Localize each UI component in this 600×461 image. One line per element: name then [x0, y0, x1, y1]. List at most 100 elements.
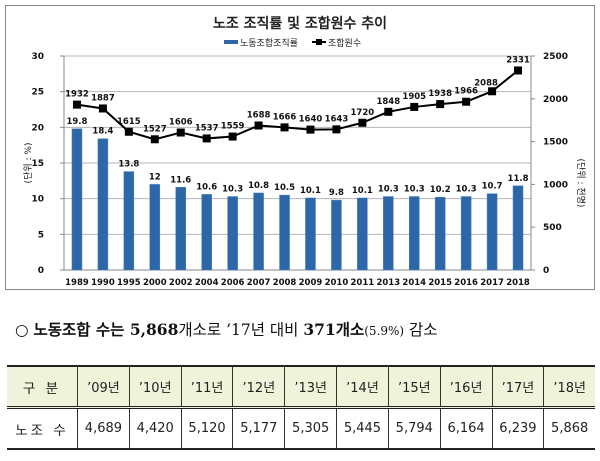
x-tick-label: 2010 — [325, 278, 349, 288]
x-tick-label: 1989 — [65, 278, 89, 288]
line-data-label: 1905 — [402, 92, 426, 102]
bar — [434, 196, 446, 271]
x-tick-label: 2009 — [299, 278, 323, 288]
line-marker — [384, 107, 393, 116]
bar — [97, 138, 109, 271]
table-cell: 6,164 — [439, 407, 492, 450]
x-tick-label: 2004 — [195, 278, 219, 288]
bar-data-label: 10.3 — [378, 185, 399, 195]
bar-data-label: 10.2 — [430, 185, 451, 195]
header-year: ’17년 — [491, 365, 544, 409]
line-marker — [150, 135, 159, 144]
bar — [409, 196, 420, 271]
x-tick-label: 2014 — [402, 278, 426, 288]
table-cell: 5,868 — [543, 407, 595, 450]
header-year: ’16년 — [439, 365, 492, 409]
bar — [123, 171, 135, 271]
x-tick-label: 2006 — [221, 278, 245, 288]
table-row: 노조 수 4,689 4,420 5,120 5,177 5,305 5,445… — [7, 407, 595, 450]
table-cell: 5,305 — [284, 407, 337, 450]
bar-data-label: 10.5 — [274, 183, 295, 193]
line-series — [76, 69, 519, 141]
header-label: 구 분 — [7, 365, 78, 409]
bar — [253, 192, 264, 271]
bar — [71, 128, 83, 271]
bar-data-label: 13.8 — [118, 160, 139, 170]
line-marker — [306, 125, 315, 134]
bar-data-label: 11.6 — [170, 175, 191, 185]
bar — [383, 196, 394, 271]
line-marker — [280, 123, 289, 132]
bar — [357, 197, 368, 271]
bar-data-label: 10.1 — [300, 186, 321, 196]
table-cell: 5,177 — [232, 407, 285, 450]
line-data-label: 2088 — [474, 78, 498, 88]
y-right-tick-label: 1000 — [543, 180, 568, 190]
bullet-icon: ○ — [15, 321, 29, 339]
legend-marker-icon — [316, 39, 322, 45]
bar — [331, 199, 342, 271]
bar-data-label: 9.8 — [329, 188, 344, 198]
line-data-label: 1640 — [299, 115, 323, 125]
header-year: ’15년 — [387, 365, 441, 409]
summary-count: 5,868 — [129, 320, 179, 339]
bar — [305, 197, 316, 271]
header-year: ’13년 — [284, 365, 337, 409]
line-data-label: 1938 — [428, 89, 452, 99]
line-data-label: 1606 — [169, 118, 193, 128]
y-right-tick-label: 0 — [543, 266, 549, 276]
x-tick-label: 2015 — [428, 278, 452, 288]
summary-pct: (5.9%) — [364, 324, 405, 338]
bar-data-label: 11.8 — [508, 174, 529, 184]
y-right-tick-label: 2000 — [543, 95, 568, 105]
bar-data-label: 10.3 — [456, 185, 477, 195]
x-tick-label: 2002 — [169, 278, 193, 288]
line-marker — [72, 100, 81, 109]
y-axis-right-label: (단위 : 천명) — [575, 159, 586, 208]
line-marker — [462, 97, 471, 106]
y-tick-label: 10 — [31, 195, 44, 205]
line-data-label: 2331 — [506, 55, 530, 65]
line-data-label: 1527 — [143, 124, 167, 134]
bar — [460, 196, 472, 271]
table-cell: 6,239 — [491, 407, 544, 450]
y-tick-label: 30 — [31, 52, 44, 62]
header-year: ’14년 — [336, 365, 389, 409]
y-axis-label: (단위 : %) — [23, 143, 34, 184]
bar-data-label: 10.6 — [196, 182, 217, 192]
line-marker — [410, 102, 419, 111]
line-data-label: 1537 — [195, 123, 219, 133]
x-tick-label: 2011 — [351, 278, 375, 288]
line-marker — [202, 134, 211, 143]
table-cell: 4,420 — [128, 407, 182, 450]
line-marker — [514, 66, 523, 75]
line-marker — [98, 104, 107, 113]
line-data-label: 1643 — [325, 114, 349, 124]
y-right-tick-label: 1500 — [543, 138, 568, 148]
x-tick-label: 2008 — [273, 278, 297, 288]
line-data-label: 1688 — [247, 111, 271, 121]
x-tick-label: 2000 — [143, 278, 167, 288]
summary-sentence: ○ 노동조합 수는 5,868개소로 ’17년 대비 371개소(5.9%) 감… — [15, 318, 438, 340]
bar-data-label: 10.7 — [482, 182, 503, 192]
y-tick-label: 5 — [38, 230, 44, 240]
bar-data-label: 10.8 — [248, 181, 269, 191]
y-tick-label: 20 — [31, 123, 44, 133]
bar — [227, 196, 238, 271]
bar-data-label: 19.8 — [66, 117, 87, 127]
table-cell: 5,120 — [180, 407, 233, 450]
bar-data-label: 10.3 — [222, 185, 243, 195]
line-data-label: 1932 — [65, 90, 89, 100]
bar — [486, 193, 498, 271]
y-tick-label: 0 — [38, 266, 44, 276]
line-data-label: 1615 — [117, 117, 141, 127]
summary-decrease: 371개소 — [303, 320, 365, 339]
summary-part3: 감소 — [404, 321, 438, 339]
bar-data-label: 10.1 — [352, 186, 373, 196]
bar — [512, 185, 524, 271]
header-year: ’12년 — [232, 365, 285, 409]
x-tick-label: 2017 — [480, 278, 504, 288]
bar-data-label: 18.4 — [92, 127, 113, 137]
legend-bar-swatch — [224, 40, 238, 44]
bar — [279, 194, 290, 271]
